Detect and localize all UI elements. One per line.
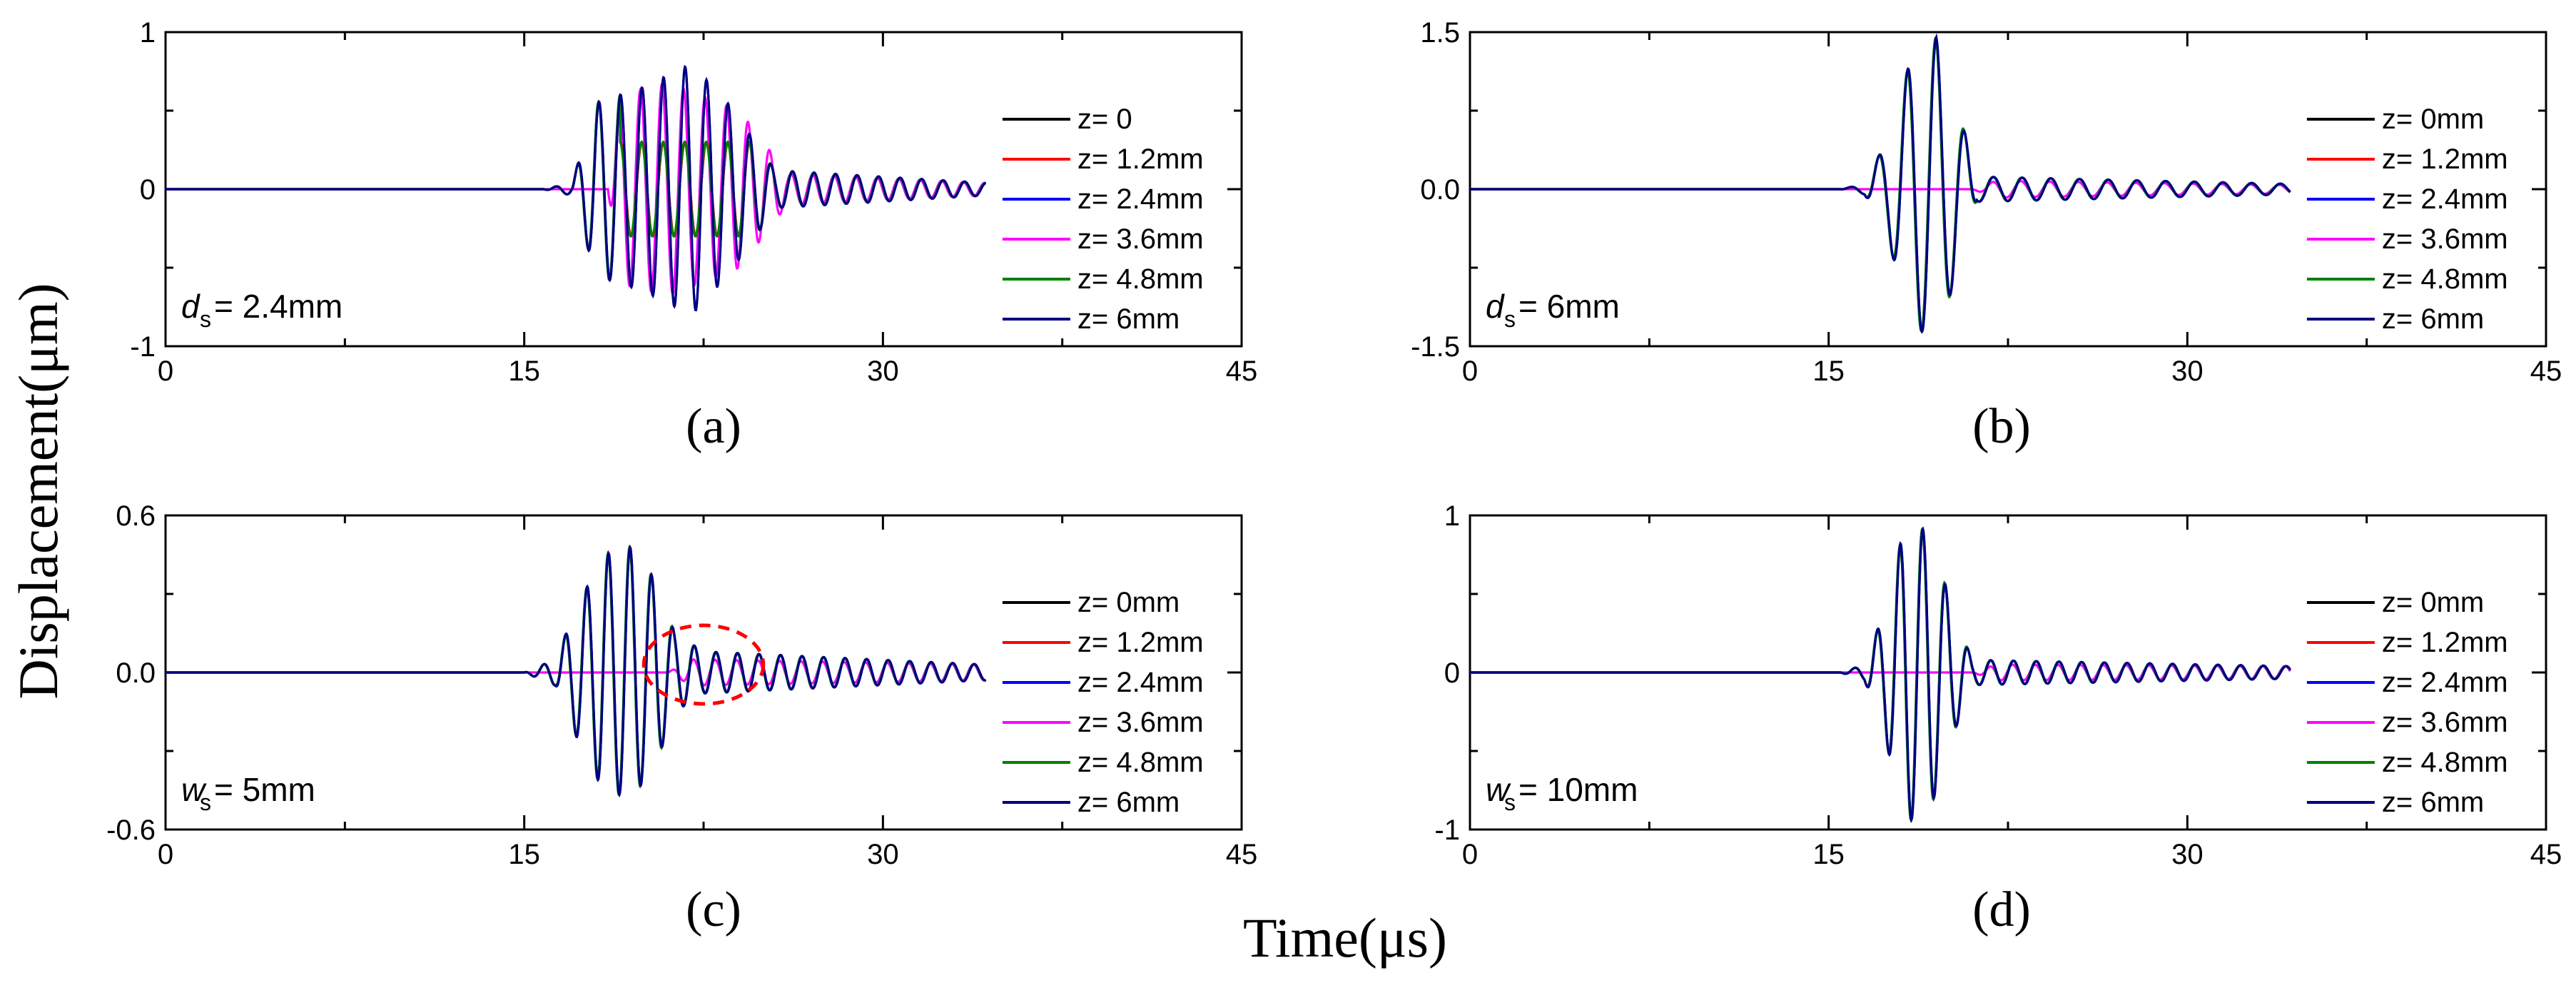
- param-subscript: s: [1504, 306, 1516, 332]
- figure-y-axis-label: Displacement(μm): [7, 283, 69, 699]
- legend-entry: z= 3.6mm: [2382, 223, 2508, 255]
- y-tick-label: 0.0: [1420, 174, 1460, 206]
- y-tick-label: 0: [1444, 657, 1460, 689]
- x-tick-label: 15: [1812, 356, 1845, 387]
- legend-entry: z= 1.2mm: [1077, 627, 1204, 658]
- param-subscript: s: [200, 790, 211, 815]
- x-tick-label: 15: [508, 356, 540, 387]
- series-line-5: [1470, 33, 2291, 334]
- y-tick-label: -0.6: [106, 815, 156, 846]
- param-symbol: d: [181, 288, 201, 325]
- x-tick-label: 45: [1226, 839, 1258, 870]
- y-tick-label: 0.0: [116, 657, 156, 689]
- param-value: = 6mm: [1518, 288, 1620, 325]
- legend-entry: z= 4.8mm: [2382, 747, 2508, 778]
- x-tick-label: 30: [2171, 356, 2204, 387]
- legend-entry: z= 0: [1077, 104, 1132, 135]
- panel-b: 0 15 30 45 -1.5 0.0 1.5 z= 0mm z= 1.2mm z= 2.4mm z…: [1411, 17, 2562, 454]
- x-tick-label: 45: [2530, 839, 2562, 870]
- param-subscript: s: [1504, 790, 1516, 815]
- panel-label: (c): [686, 882, 741, 937]
- x-tick-label: 0: [1462, 356, 1478, 387]
- legend-entry: z= 0mm: [1077, 587, 1180, 618]
- x-tick-label: 30: [867, 839, 899, 870]
- param-value: = 5mm: [214, 771, 315, 808]
- series-line-5: [1470, 526, 2291, 823]
- y-tick-label: 1: [140, 17, 156, 49]
- y-tick-label: -1: [1434, 815, 1460, 846]
- legend-entry: z= 4.8mm: [1077, 263, 1204, 295]
- param-symbol: w: [1486, 771, 1511, 808]
- legend-entry: z= 2.4mm: [1077, 183, 1204, 215]
- legend-entry: z= 0mm: [2382, 104, 2484, 135]
- legend-entry: z= 6mm: [1077, 787, 1180, 818]
- y-tick-label: 0: [140, 174, 156, 206]
- param-subscript: s: [200, 306, 211, 332]
- y-tick-label: 1: [1444, 500, 1460, 532]
- param-value: = 10mm: [1518, 771, 1638, 808]
- legend-entry: z= 2.4mm: [1077, 667, 1204, 698]
- y-tick-label: -1: [130, 331, 156, 363]
- legend-entry: z= 2.4mm: [2382, 183, 2508, 215]
- legend-entry: z= 1.2mm: [1077, 143, 1204, 175]
- legend-entry: z= 6mm: [1077, 303, 1180, 335]
- legend-entry: z= 1.2mm: [2382, 627, 2508, 658]
- legend-entry: z= 4.8mm: [1077, 747, 1204, 778]
- series-line-5: [166, 64, 987, 312]
- x-tick-label: 0: [1462, 839, 1478, 870]
- x-tick-label: 0: [158, 839, 173, 870]
- panel-label: (d): [1972, 882, 2031, 937]
- y-tick-label: -1.5: [1411, 331, 1460, 363]
- legend-entry: z= 6mm: [2382, 303, 2484, 335]
- legend-entry: z= 0mm: [2382, 587, 2484, 618]
- legend-entry: z= 1.2mm: [2382, 143, 2508, 175]
- panel-c: 0 15 30 45 -0.6 0.0 0.6 z= 0mm z= 1.2mm z= 2.4mm z…: [106, 500, 1257, 937]
- panel-label: (a): [686, 399, 741, 454]
- x-tick-label: 15: [508, 839, 540, 870]
- legend-entry: z= 3.6mm: [1077, 707, 1204, 738]
- y-tick-label: 1.5: [1420, 17, 1460, 49]
- highlight-ellipse: [642, 623, 766, 706]
- param-symbol: w: [181, 771, 207, 808]
- legend-entry: z= 3.6mm: [2382, 707, 2508, 738]
- legend-entry: z= 6mm: [2382, 787, 2484, 818]
- x-tick-label: 0: [158, 356, 173, 387]
- param-symbol: d: [1486, 288, 1505, 325]
- param-value: = 2.4mm: [214, 288, 343, 325]
- x-tick-label: 15: [1812, 839, 1845, 870]
- x-tick-label: 45: [2530, 356, 2562, 387]
- y-tick-label: 0.6: [116, 500, 156, 532]
- legend-entry: z= 4.8mm: [2382, 263, 2508, 295]
- series-line-5: [166, 545, 986, 798]
- figure-x-axis-label: Time(μs): [1243, 907, 1447, 969]
- legend-entry: z= 3.6mm: [1077, 223, 1204, 255]
- legend-entry: z= 2.4mm: [2382, 667, 2508, 698]
- x-tick-label: 30: [2171, 839, 2204, 870]
- x-tick-label: 45: [1226, 356, 1258, 387]
- panel-label: (b): [1972, 399, 2031, 454]
- x-tick-label: 30: [867, 356, 899, 387]
